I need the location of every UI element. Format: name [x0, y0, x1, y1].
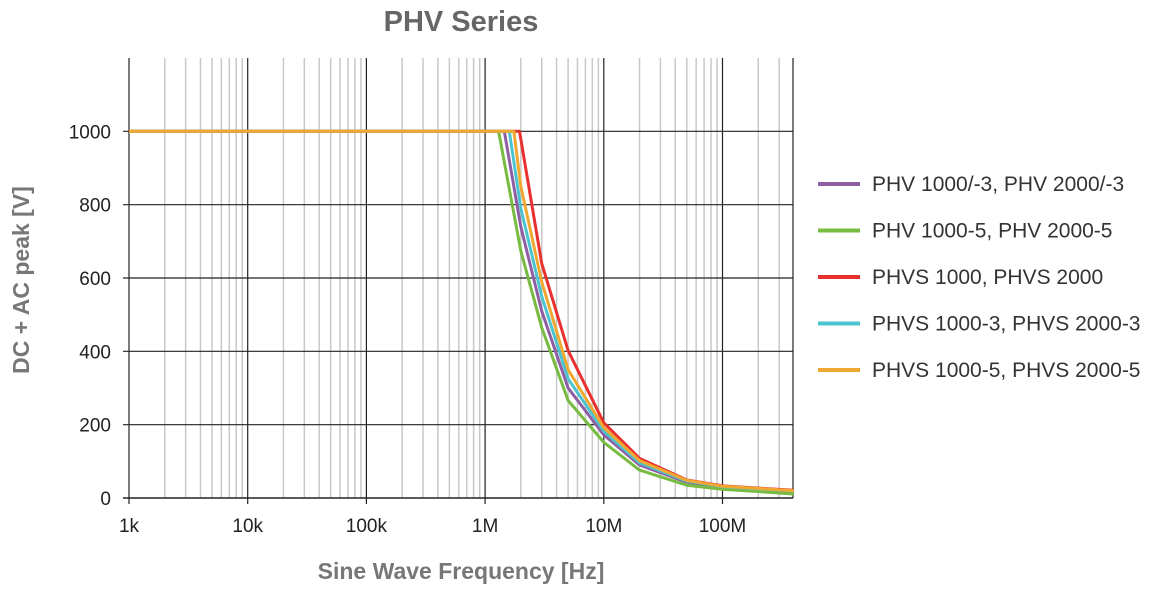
legend-label: PHV 1000-5, PHV 2000-5	[872, 220, 1112, 243]
legend: PHV 1000/-3, PHV 2000/-3 PHV 1000-5, PHV …	[818, 173, 1141, 382]
series-line-4	[129, 129, 795, 493]
x-tick-label: 100M	[699, 516, 747, 537]
y-tick-label: 800	[79, 196, 111, 217]
legend-label: PHVS 1000-3, PHVS 2000-3	[872, 313, 1141, 336]
y-tick-label: 600	[79, 269, 111, 290]
legend-label: PHV 1000/-3, PHV 2000/-3	[872, 173, 1124, 196]
y-axis-label: DC + AC peak [V]	[8, 186, 34, 374]
y-tick-label: 1000	[69, 122, 111, 143]
x-tick-label: 10M	[585, 516, 622, 537]
x-tick-label: 10k	[232, 516, 263, 537]
x-tick-label: 1k	[119, 516, 140, 537]
tick-labels: 1k 10k 100k 1M 10M 100M 0 200 400 600 800 1000	[69, 122, 747, 537]
series-lines	[129, 129, 795, 496]
legend-label: PHVS 1000, PHVS 2000	[872, 266, 1103, 289]
y-tick-label: 0	[100, 489, 111, 510]
x-tick-label: 1M	[472, 516, 498, 537]
series-line-1	[129, 129, 795, 496]
legend-label: PHVS 1000-5, PHVS 2000-5	[872, 359, 1141, 382]
x-tick-label: 100k	[346, 516, 388, 537]
grid	[123, 58, 794, 504]
x-axis-label: Sine Wave Frequency [Hz]	[318, 558, 605, 584]
chart-title: PHV Series	[384, 6, 539, 38]
y-tick-label: 200	[79, 416, 111, 437]
y-tick-label: 400	[79, 342, 111, 363]
